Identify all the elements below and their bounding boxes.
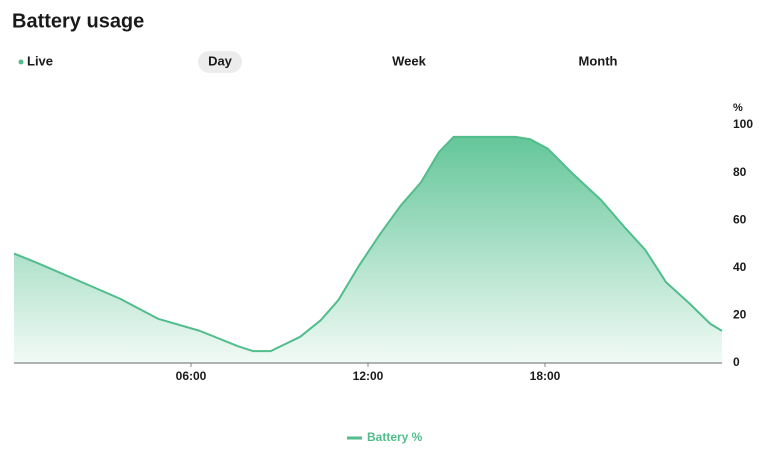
live-dot: [18, 59, 24, 65]
x-tick-label: 12:00: [353, 369, 384, 383]
y-tick-label: 80: [733, 165, 747, 179]
x-tick-label: 06:00: [176, 369, 207, 383]
y-tick-label: 100: [733, 117, 753, 131]
y-tick-label: 0: [733, 355, 740, 369]
area: [14, 136, 722, 363]
y-tick-label: 40: [733, 260, 747, 274]
tab[interactable]: Day: [208, 53, 233, 68]
tab[interactable]: Month: [579, 53, 618, 68]
tab[interactable]: Live: [27, 53, 53, 68]
x-tick-label: 18:00: [530, 369, 561, 383]
y-tick-label: 20: [733, 308, 747, 322]
tab-selected-bg: [198, 51, 242, 73]
line: [13, 135, 723, 353]
tab[interactable]: Week: [392, 53, 426, 68]
chart-title: Battery usage: [12, 10, 144, 32]
y-tick-label: 60: [733, 212, 747, 226]
legend-label: Battery %: [367, 430, 423, 444]
y-axis-label: %: [733, 102, 743, 114]
